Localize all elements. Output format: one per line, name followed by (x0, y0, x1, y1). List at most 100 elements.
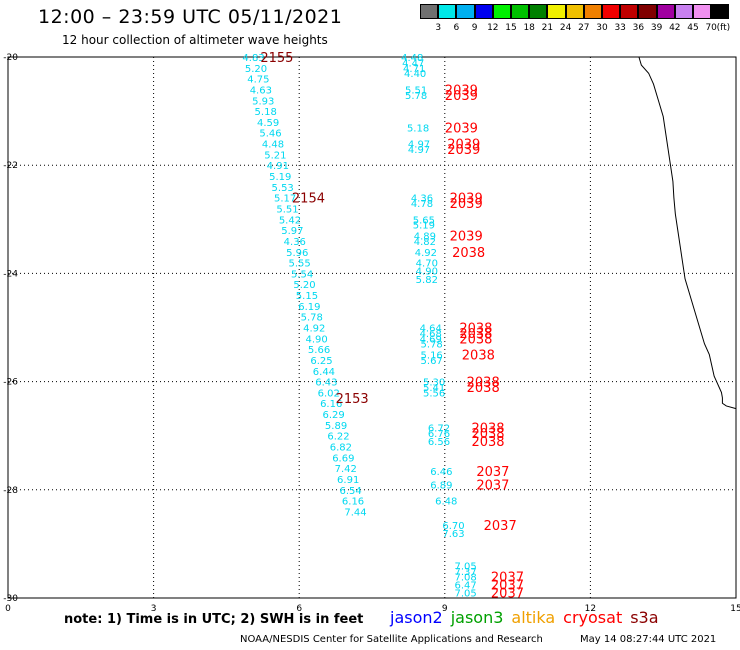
swh-label: 5.16 (421, 351, 443, 362)
swh-label: 4.97 (408, 145, 430, 156)
colorbar-label: 21 (541, 23, 554, 33)
x-tick-label: 3 (151, 604, 157, 614)
swh-label: 5.55 (289, 259, 311, 270)
colorbar-swatch (511, 4, 530, 19)
y-tick-label: -24 (3, 269, 18, 279)
swh-label: 4.68 (420, 329, 442, 340)
colorbar-label: 27 (578, 23, 590, 33)
legend-entry: jason3 (450, 608, 504, 627)
x-tick-label: 15 (730, 604, 740, 614)
swh-label: 6.43 (315, 378, 337, 389)
colorbar-label: 42 (669, 23, 681, 33)
swh-label: 5.78 (405, 91, 427, 102)
swh-label: 6.69 (332, 453, 354, 464)
colorbar-swatch (638, 4, 657, 19)
pass-time-label: 2039 (447, 143, 480, 158)
swh-label: 6.02 (318, 388, 340, 399)
colorbar-label: 18 (523, 23, 535, 33)
colorbar-label: (ft) (716, 23, 731, 33)
swh-label: 6.16 (320, 399, 342, 410)
swh-label: 4.69 (420, 334, 442, 345)
swh-label: 5.67 (421, 356, 443, 367)
coastline (638, 56, 737, 410)
swh-label: 5.51 (276, 204, 298, 215)
swh-label: 5.17 (274, 194, 296, 205)
pass-time-label: 2039 (450, 197, 483, 212)
swh-label: 5.97 (281, 226, 303, 237)
swh-label: 6.16 (342, 497, 364, 508)
satellite-legend: jason2 jason3 altika cryosat s3a (390, 608, 667, 627)
swh-label: 4.40 (404, 69, 426, 80)
swh-label: 4.75 (247, 75, 269, 86)
colorbar-label: 36 (632, 23, 645, 33)
pass-time-label: 2038 (467, 376, 500, 391)
chart-title: 12:00 – 23:59 UTC 05/11/2021 (38, 6, 343, 28)
swh-label: 6.82 (330, 443, 352, 454)
swh-label: 5.96 (286, 248, 308, 259)
colorbar-swatch (420, 4, 439, 19)
swh-label: 5.93 (252, 96, 274, 107)
swh-label: 4.89 (414, 232, 436, 243)
colorbar-label: 70 (705, 23, 717, 33)
swh-label: 7.42 (335, 464, 357, 475)
pass-time-label: 2039 (450, 230, 483, 245)
colorbar-swatch (583, 4, 602, 19)
colorbar-swatch (438, 4, 457, 19)
timestamp-text: May 14 08:27:44 UTC 2021 (580, 634, 717, 645)
colorbar-label: 24 (559, 23, 572, 33)
swh-label: 5.19 (413, 221, 435, 232)
pass-time-label: 2153 (336, 392, 369, 407)
x-tick-label: 6 (296, 604, 302, 614)
swh-label: 7.05 (455, 589, 477, 600)
pass-time-label: 2038 (459, 327, 492, 342)
swh-label: 5.41 (423, 383, 445, 394)
colorbar-swatch (620, 4, 639, 19)
swh-label: 4.91 (267, 161, 289, 172)
swh-label: 7.37 (455, 567, 477, 578)
swh-label: 4.97 (408, 140, 430, 151)
swh-label: 7.63 (442, 529, 464, 540)
swh-label: 4.92 (303, 324, 325, 335)
colorbar-swatch (474, 4, 493, 19)
pass-time-label: 2154 (292, 192, 325, 207)
swh-label: 4.70 (416, 259, 438, 270)
swh-label: 5.56 (423, 388, 445, 399)
swh-label: 7.08 (455, 572, 477, 583)
swh-label: 4.90 (416, 267, 438, 278)
swh-label: 5.66 (308, 345, 330, 356)
swh-label: 4.36 (284, 237, 306, 248)
colorbar-label: 9 (471, 23, 478, 33)
colorbar-swatch (693, 4, 712, 19)
swh-label: 4.71 (403, 64, 425, 75)
swh-label: 6.91 (337, 475, 359, 486)
colorbar-swatch (456, 4, 475, 19)
swh-label: 6.44 (313, 367, 335, 378)
pass-time-label: 2038 (459, 322, 492, 337)
x-tick-label: 12 (585, 604, 596, 614)
swh-label: 5.89 (325, 421, 347, 432)
pass-time-label: 2038 (462, 349, 495, 364)
chart-subtitle: 12 hour collection of altimeter wave hei… (62, 33, 328, 47)
pass-time-label: 2037 (491, 587, 524, 602)
y-tick-label: -22 (3, 161, 18, 171)
swh-label: 6.19 (298, 302, 320, 313)
plot-frame (7, 56, 737, 599)
swh-label: 5.20 (245, 64, 267, 75)
swh-label: 6.56 (428, 437, 450, 448)
swh-label: 5.42 (279, 215, 301, 226)
pass-time-label: 2038 (471, 427, 504, 442)
pass-time-label: 2155 (260, 51, 293, 66)
legend-entry: altika (511, 608, 556, 627)
x-tick-label: 0 (5, 604, 11, 614)
pass-time-label: 2039 (447, 138, 480, 153)
swh-label: 5.65 (413, 215, 435, 226)
pass-time-label: 2038 (471, 422, 504, 437)
pass-time-label: 2039 (445, 121, 478, 136)
swh-label: 4.83 (242, 53, 264, 64)
swh-label: 5.54 (291, 269, 313, 280)
colorbar-label: 33 (614, 23, 626, 33)
swh-label: 6.25 (310, 356, 332, 367)
pass-time-label: 2037 (491, 570, 524, 585)
swh-label: 6.47 (455, 580, 477, 591)
